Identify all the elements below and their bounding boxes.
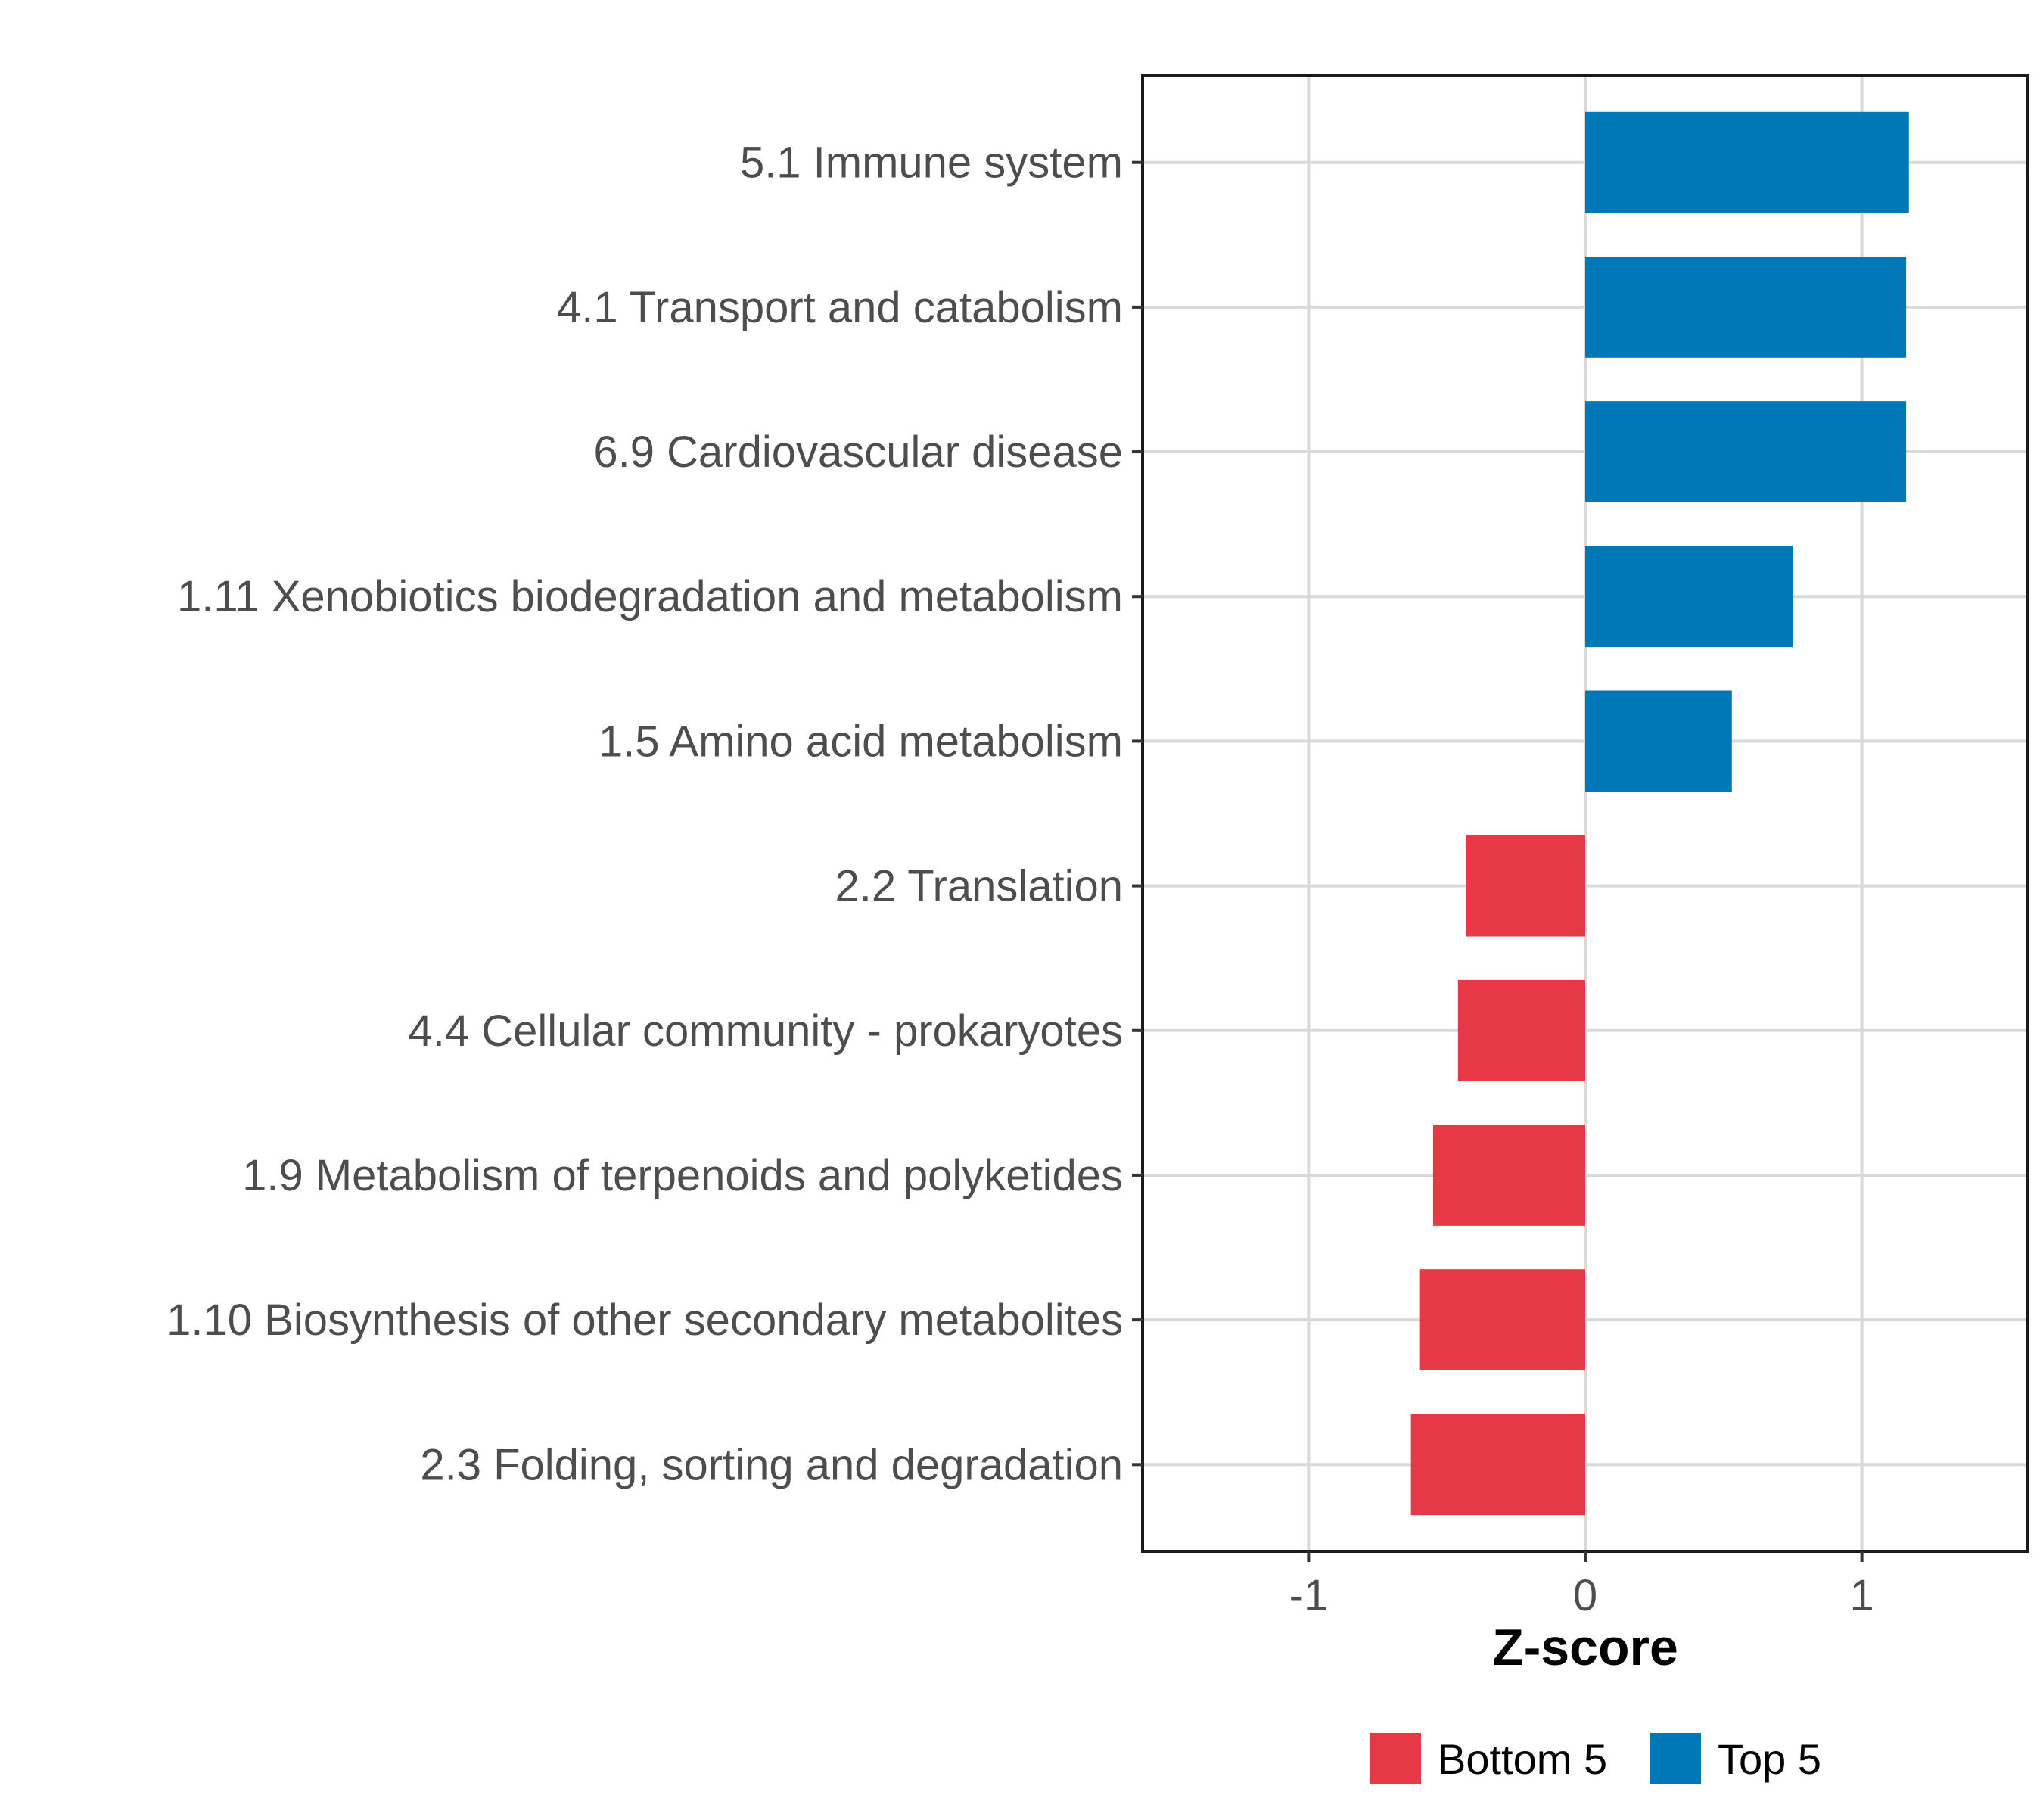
bar (1585, 256, 1907, 358)
y-tick-label: 2.3 Folding, sorting and degradation (420, 1440, 1123, 1489)
y-tick-label: 4.4 Cellular community - prokaryotes (409, 1006, 1123, 1056)
y-tick-label: 2.2 Translation (835, 862, 1123, 911)
y-tick-label: 4.1 Transport and catabolism (557, 283, 1123, 332)
bar (1432, 1125, 1585, 1226)
legend: Bottom 5 Top 5 (1370, 1733, 1821, 1784)
legend-label: Top 5 (1718, 1735, 1821, 1783)
y-axis: 5.1 Immune system 4.1 Transport and catab… (166, 138, 1143, 1489)
bar (1410, 1414, 1585, 1516)
x-tick-label: 0 (1573, 1571, 1597, 1620)
bar (1457, 979, 1585, 1081)
y-tick-label: 6.9 Cardiovascular disease (593, 428, 1123, 477)
y-tick-label: 1.9 Metabolism of terpenoids and polyket… (242, 1151, 1123, 1200)
bar-layer (1410, 111, 1909, 1516)
y-tick-label: 1.5 Amino acid metabolism (599, 717, 1123, 766)
legend-label: Bottom 5 (1438, 1735, 1607, 1783)
bar (1585, 111, 1909, 213)
bar (1585, 401, 1907, 502)
x-axis: -1 0 1 (1289, 1551, 1874, 1620)
x-axis-title: Z-score (1492, 1619, 1678, 1676)
bar (1585, 546, 1793, 648)
bar (1585, 690, 1732, 792)
legend-swatch (1370, 1733, 1421, 1784)
x-tick-label: 1 (1849, 1571, 1874, 1620)
y-tick-label: 5.1 Immune system (740, 138, 1123, 188)
legend-swatch (1650, 1733, 1701, 1784)
y-tick-label: 1.10 Biosynthesis of other secondary met… (166, 1296, 1123, 1345)
y-tick-label: 1.11 Xenobiotics biodegradation and meta… (177, 572, 1123, 621)
bar (1466, 835, 1585, 937)
x-tick-label: -1 (1289, 1571, 1329, 1620)
bar (1419, 1269, 1585, 1371)
